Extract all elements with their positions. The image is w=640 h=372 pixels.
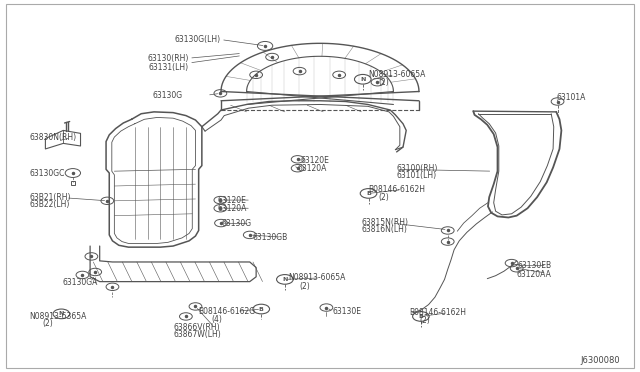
Text: 63120AA: 63120AA <box>516 270 552 279</box>
Text: N: N <box>360 77 365 82</box>
Text: N08913-6065A: N08913-6065A <box>288 273 346 282</box>
Text: 63101A: 63101A <box>556 93 586 102</box>
Text: 63130G: 63130G <box>152 91 182 100</box>
Text: N08913-6065A: N08913-6065A <box>368 70 425 79</box>
Text: 63131(LH): 63131(LH) <box>149 63 189 72</box>
Text: (2): (2) <box>299 282 310 291</box>
Text: 63130G: 63130G <box>221 219 251 228</box>
Text: (4): (4) <box>211 315 222 324</box>
Text: 63130GC: 63130GC <box>29 169 65 177</box>
Text: 63120E: 63120E <box>301 155 330 164</box>
Text: 63130GB: 63130GB <box>253 232 288 242</box>
Text: 63120E: 63120E <box>218 196 246 205</box>
Text: 63B22(LH): 63B22(LH) <box>29 200 70 209</box>
Text: N: N <box>282 277 287 282</box>
Text: 63130(RH): 63130(RH) <box>148 54 189 62</box>
Text: B: B <box>259 307 264 311</box>
Text: J6300080: J6300080 <box>580 356 620 365</box>
Text: N: N <box>59 311 64 316</box>
Text: B08146-6162H: B08146-6162H <box>368 185 425 194</box>
Text: 63B21(RH): 63B21(RH) <box>29 193 71 202</box>
Text: 63120A: 63120A <box>218 204 247 213</box>
Text: (2): (2) <box>420 317 430 326</box>
Text: N08913-6365A: N08913-6365A <box>29 312 87 321</box>
Text: B: B <box>366 191 371 196</box>
Text: 63130G(LH): 63130G(LH) <box>175 35 221 44</box>
Text: 63130E: 63130E <box>333 307 362 316</box>
Text: 63866V(RH): 63866V(RH) <box>173 323 220 332</box>
Text: (2): (2) <box>379 193 390 202</box>
Text: 63101(LH): 63101(LH) <box>397 171 436 180</box>
Text: B08146-6162G: B08146-6162G <box>198 307 256 316</box>
Text: 63867W(LH): 63867W(LH) <box>173 330 221 340</box>
Text: (2): (2) <box>42 320 53 328</box>
Text: 63100(RH): 63100(RH) <box>397 164 438 173</box>
Text: B: B <box>419 314 423 319</box>
Text: 63120A: 63120A <box>298 164 327 173</box>
Text: 63130GA: 63130GA <box>63 278 98 287</box>
Text: (2): (2) <box>379 78 390 87</box>
Text: 63815N(RH): 63815N(RH) <box>362 218 408 227</box>
Text: 63830N(RH): 63830N(RH) <box>29 133 77 142</box>
Text: 63130EB: 63130EB <box>518 261 552 270</box>
Text: B08146-6162H: B08146-6162H <box>410 308 467 317</box>
Text: 63816N(LH): 63816N(LH) <box>362 225 408 234</box>
